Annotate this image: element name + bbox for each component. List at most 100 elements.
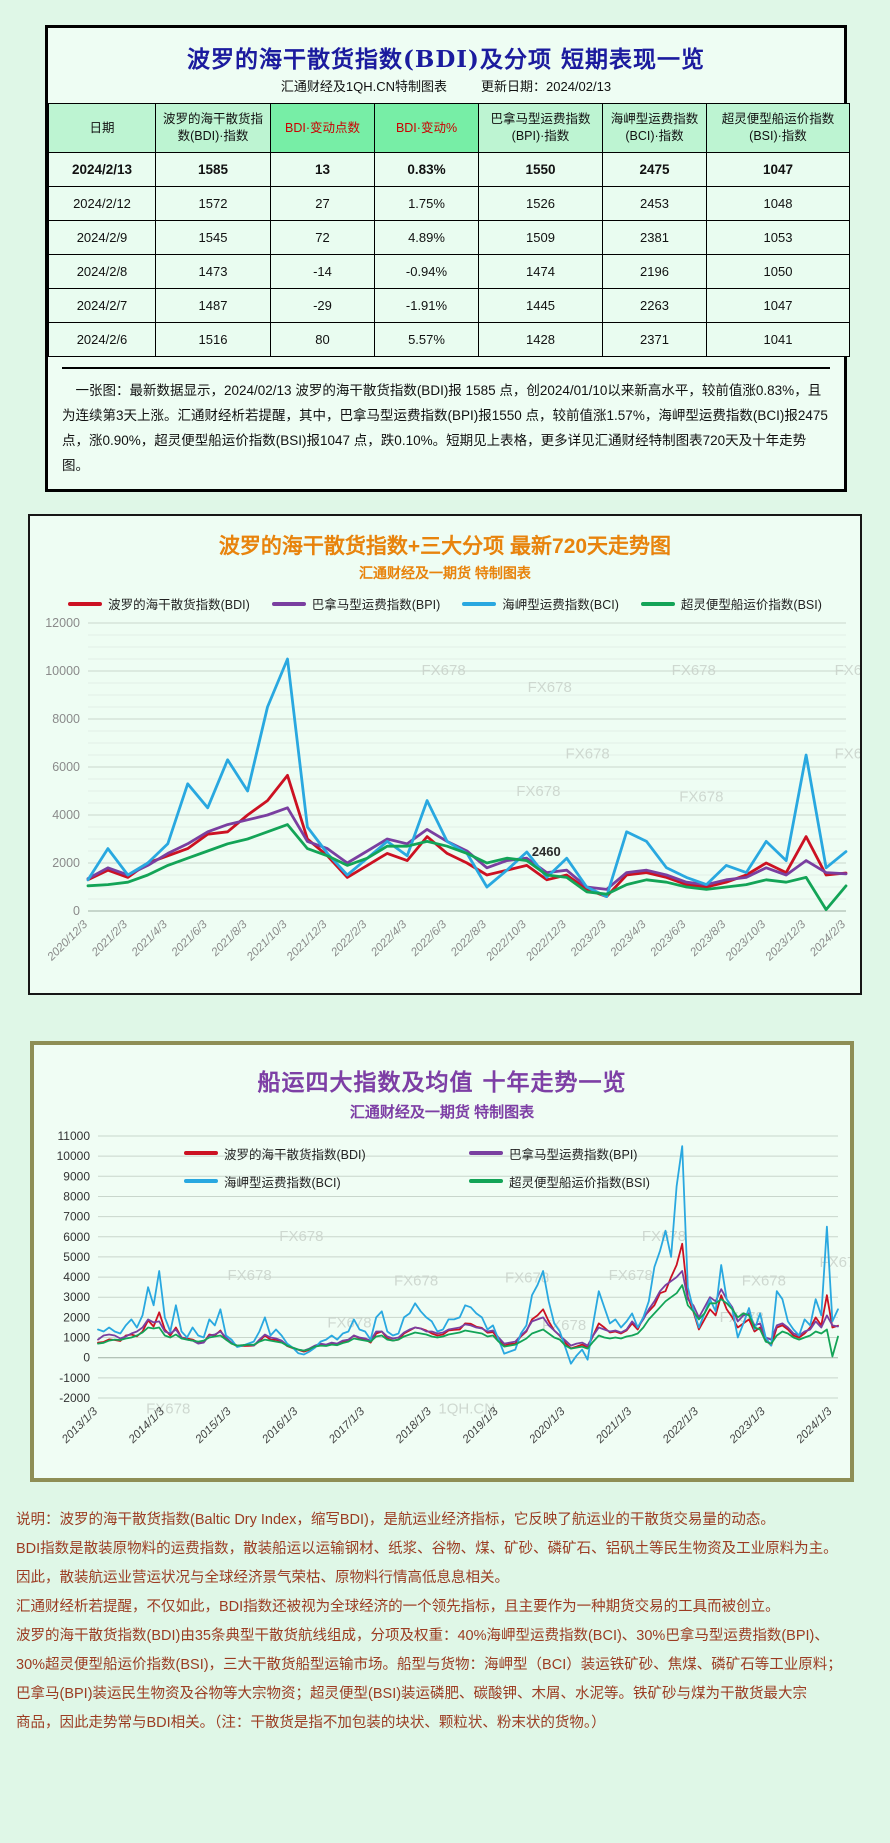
x-tick-label: 2023/2/3: [568, 918, 609, 959]
y-tick-label: 4000: [63, 1270, 90, 1284]
table-cell: 2263: [602, 288, 707, 323]
table-cell: 1487: [155, 288, 271, 323]
chart-10year-plot: -2000 -1000 0 1000 2000 3000 4000 5000 6000 7000 8…: [34, 1128, 850, 1474]
table-cell: 1473: [155, 254, 271, 289]
x-tick-label: 2022/10/3: [484, 918, 530, 964]
legend-label: 巴拿马型运费指数(BPI): [311, 598, 441, 613]
explanation-line: 汇通财经析若提醒，不仅如此，BDI指数还被视为全球经济的一个领先指标，且主要作为…: [16, 1598, 780, 1615]
table-cell: 1047: [706, 152, 850, 187]
legend-swatch-bpi: [271, 601, 306, 606]
watermark: FX678: [279, 1228, 323, 1245]
chart-720day-subtitle: 汇通财经及一期货 特制图表: [359, 564, 531, 581]
y-tick-label: 8000: [63, 1189, 90, 1203]
legend-item: 巴拿马型运费指数(BPI): [271, 594, 441, 613]
table-row: 2024/2/13 1585 13 0.83% 1550 2475 1047: [48, 152, 850, 187]
bdi-summary-panel: 波罗的海干散货指数(BDI)及分项 短期表现一览 汇通财经及1QH.CN特制图表…: [45, 25, 850, 492]
watermark: FX678: [820, 1254, 851, 1271]
table-cell: -14: [270, 254, 375, 289]
watermark: FX678: [679, 788, 723, 805]
chart-720day-plot: 0 2000 4000 6000 8000 10000 12000 FX678 FX678 FX6…: [30, 617, 860, 989]
table-cell: 1509: [478, 220, 603, 255]
x-tick-label: 2021/2/3: [89, 918, 130, 959]
x-tick-label: 2022/12/3: [523, 918, 569, 964]
table-cell: 27: [270, 186, 375, 221]
page: 波罗的海干散货指数(BDI)及分项 短期表现一览 汇通财经及1QH.CN特制图表…: [0, 25, 890, 1738]
legend-item: 巴拿马型运费指数(BPI): [469, 1144, 754, 1163]
table-cell: -0.94%: [374, 254, 479, 289]
table-cell: 1526: [478, 186, 603, 221]
chart-10year-legend: 波罗的海干散货指数(BDI) 巴拿马型运费指数(BPI) 海岬型运费指数(BCI) 超…: [184, 1144, 754, 1191]
table-cell: 5.57%: [374, 322, 479, 357]
column-header: 巴拿马型运费指数(BPI)·指数: [478, 103, 603, 153]
y-tick-label: -2000: [59, 1391, 90, 1405]
table-cell: 1048: [706, 186, 850, 221]
y-tick-label: 1000: [63, 1330, 90, 1344]
explanation-line: 波罗的海干散货指数(BDI)由35条典型干散货航线组成，分项及权重：40%海岬型…: [16, 1627, 829, 1644]
chart-10year-subtitle: 汇通财经及一期货 特制图表: [349, 1103, 535, 1121]
watermark: FX678: [146, 1401, 190, 1418]
explanation-line: 商品，因此走势常与BDI相关。（注：干散货是指不加包装的块状、颗粒状、粉末状的货…: [16, 1714, 606, 1731]
series-bci-line: [97, 1145, 839, 1365]
watermark: FX678: [528, 679, 572, 696]
column-header: 海岬型运费指数(BCI)·指数: [602, 103, 707, 153]
y-tick-label: -1000: [59, 1371, 90, 1385]
legend-swatch-bci: [184, 1179, 218, 1184]
watermark: FX678: [835, 745, 860, 762]
x-tick-label: 2022/2/3: [329, 918, 370, 959]
table-row: 2024/2/8 1473 -14 -0.94% 1474 2196 1050: [48, 254, 850, 289]
table-cell: 1516: [155, 322, 271, 357]
chart-10year-panel: 船运四大指数及均值 十年走势一览 汇通财经及一期货 特制图表 波罗的海干散货指数…: [30, 1040, 854, 1482]
watermark: 1QH.CN: [438, 1401, 495, 1418]
x-tick-label: 2023/8/3: [688, 918, 729, 959]
table-cell: 2371: [602, 322, 707, 357]
x-tick-label: 2023/1/3: [727, 1405, 768, 1446]
table-cell: 2453: [602, 186, 707, 221]
table-cell: 1041: [706, 322, 850, 357]
table-cell: 1050: [706, 254, 850, 289]
y-tick-label: 6000: [52, 760, 80, 774]
bdi-table-body: 2024/2/13 1585 13 0.83% 1550 2475 1047 2024/2/1…: [48, 152, 850, 357]
watermark: FX678: [742, 1272, 786, 1289]
legend-item: 超灵便型船运价指数(BSI): [640, 594, 822, 613]
legend-swatch-bpi: [469, 1151, 503, 1156]
watermark: FX678: [516, 783, 560, 800]
table-row: 2024/2/7 1487 -29 -1.91% 1445 2263 1047: [48, 288, 850, 323]
legend-swatch-bdi: [68, 601, 103, 606]
y-tick-label: 5000: [63, 1250, 90, 1264]
watermark: FX678: [609, 1267, 653, 1284]
legend-label: 波罗的海干散货指数(BDI): [224, 1147, 366, 1162]
legend-swatch-bci: [462, 601, 497, 606]
x-tick-label: 2013/1/3: [59, 1405, 100, 1446]
y-tick-label: 10000: [57, 1149, 91, 1163]
x-tick-label: 2022/1/3: [660, 1405, 701, 1446]
legend-item: 海岬型运费指数(BCI): [184, 1172, 469, 1191]
y-tick-label: 12000: [45, 617, 80, 630]
legend-item: 海岬型运费指数(BCI): [462, 594, 619, 613]
bdi-table: 日期 波罗的海干散货指数(BDI)·指数 BDI·变动点数 BDI·变动% 巴拿马型运费…: [48, 103, 850, 357]
explanation-line: BDI指数是散装原物料的运费指数，散装船运以运输钢材、纸浆、谷物、煤、矿砂、磷矿…: [16, 1540, 838, 1557]
table-cell: 2024/2/8: [48, 254, 156, 289]
table-row: 2024/2/12 1572 27 1.75% 1526 2453 1048: [48, 186, 850, 221]
x-tick-label: 2021/6/3: [169, 918, 210, 959]
y-tick-label: 0: [73, 904, 80, 918]
legend-swatch-bsi: [640, 601, 675, 606]
table-cell: 2024/2/13: [48, 152, 156, 187]
chart-720day-title: 波罗的海干散货指数+三大分项 最新720天走势图: [218, 534, 672, 558]
chart-720day-legend: 波罗的海干散货指数(BDI) 巴拿马型运费指数(BPI) 海岬型运费指数(BCI) 超…: [30, 593, 860, 615]
y-tick-label: 10000: [45, 664, 80, 678]
table-cell: 80: [270, 322, 375, 357]
table-cell: 2381: [602, 220, 707, 255]
y-tick-label: 9000: [63, 1169, 90, 1183]
x-tick-label: 2021/12/3: [284, 918, 330, 964]
chart-10year-svg: -2000 -1000 0 1000 2000 3000 4000 5000 6000 7000 8…: [57, 1129, 851, 1446]
column-header: BDI·变动点数: [270, 103, 375, 153]
y-tick-label: 8000: [52, 712, 80, 726]
chart-10year-title: 船运四大指数及均值 十年走势一览: [257, 1068, 627, 1096]
x-tick-label: 2020/1/3: [527, 1405, 568, 1446]
y-tick-label: 4000: [52, 808, 80, 822]
table-header-row: 日期 波罗的海干散货指数(BDI)·指数 BDI·变动点数 BDI·变动% 巴拿马型运费…: [48, 103, 850, 153]
table-cell: 1474: [478, 254, 603, 289]
x-tick-label: 2022/8/3: [448, 918, 489, 959]
panel-subtitle: 汇通财经及1QH.CN特制图表 更新日期：2024/02/13: [48, 76, 844, 95]
y-tick-label: 11000: [58, 1129, 91, 1143]
